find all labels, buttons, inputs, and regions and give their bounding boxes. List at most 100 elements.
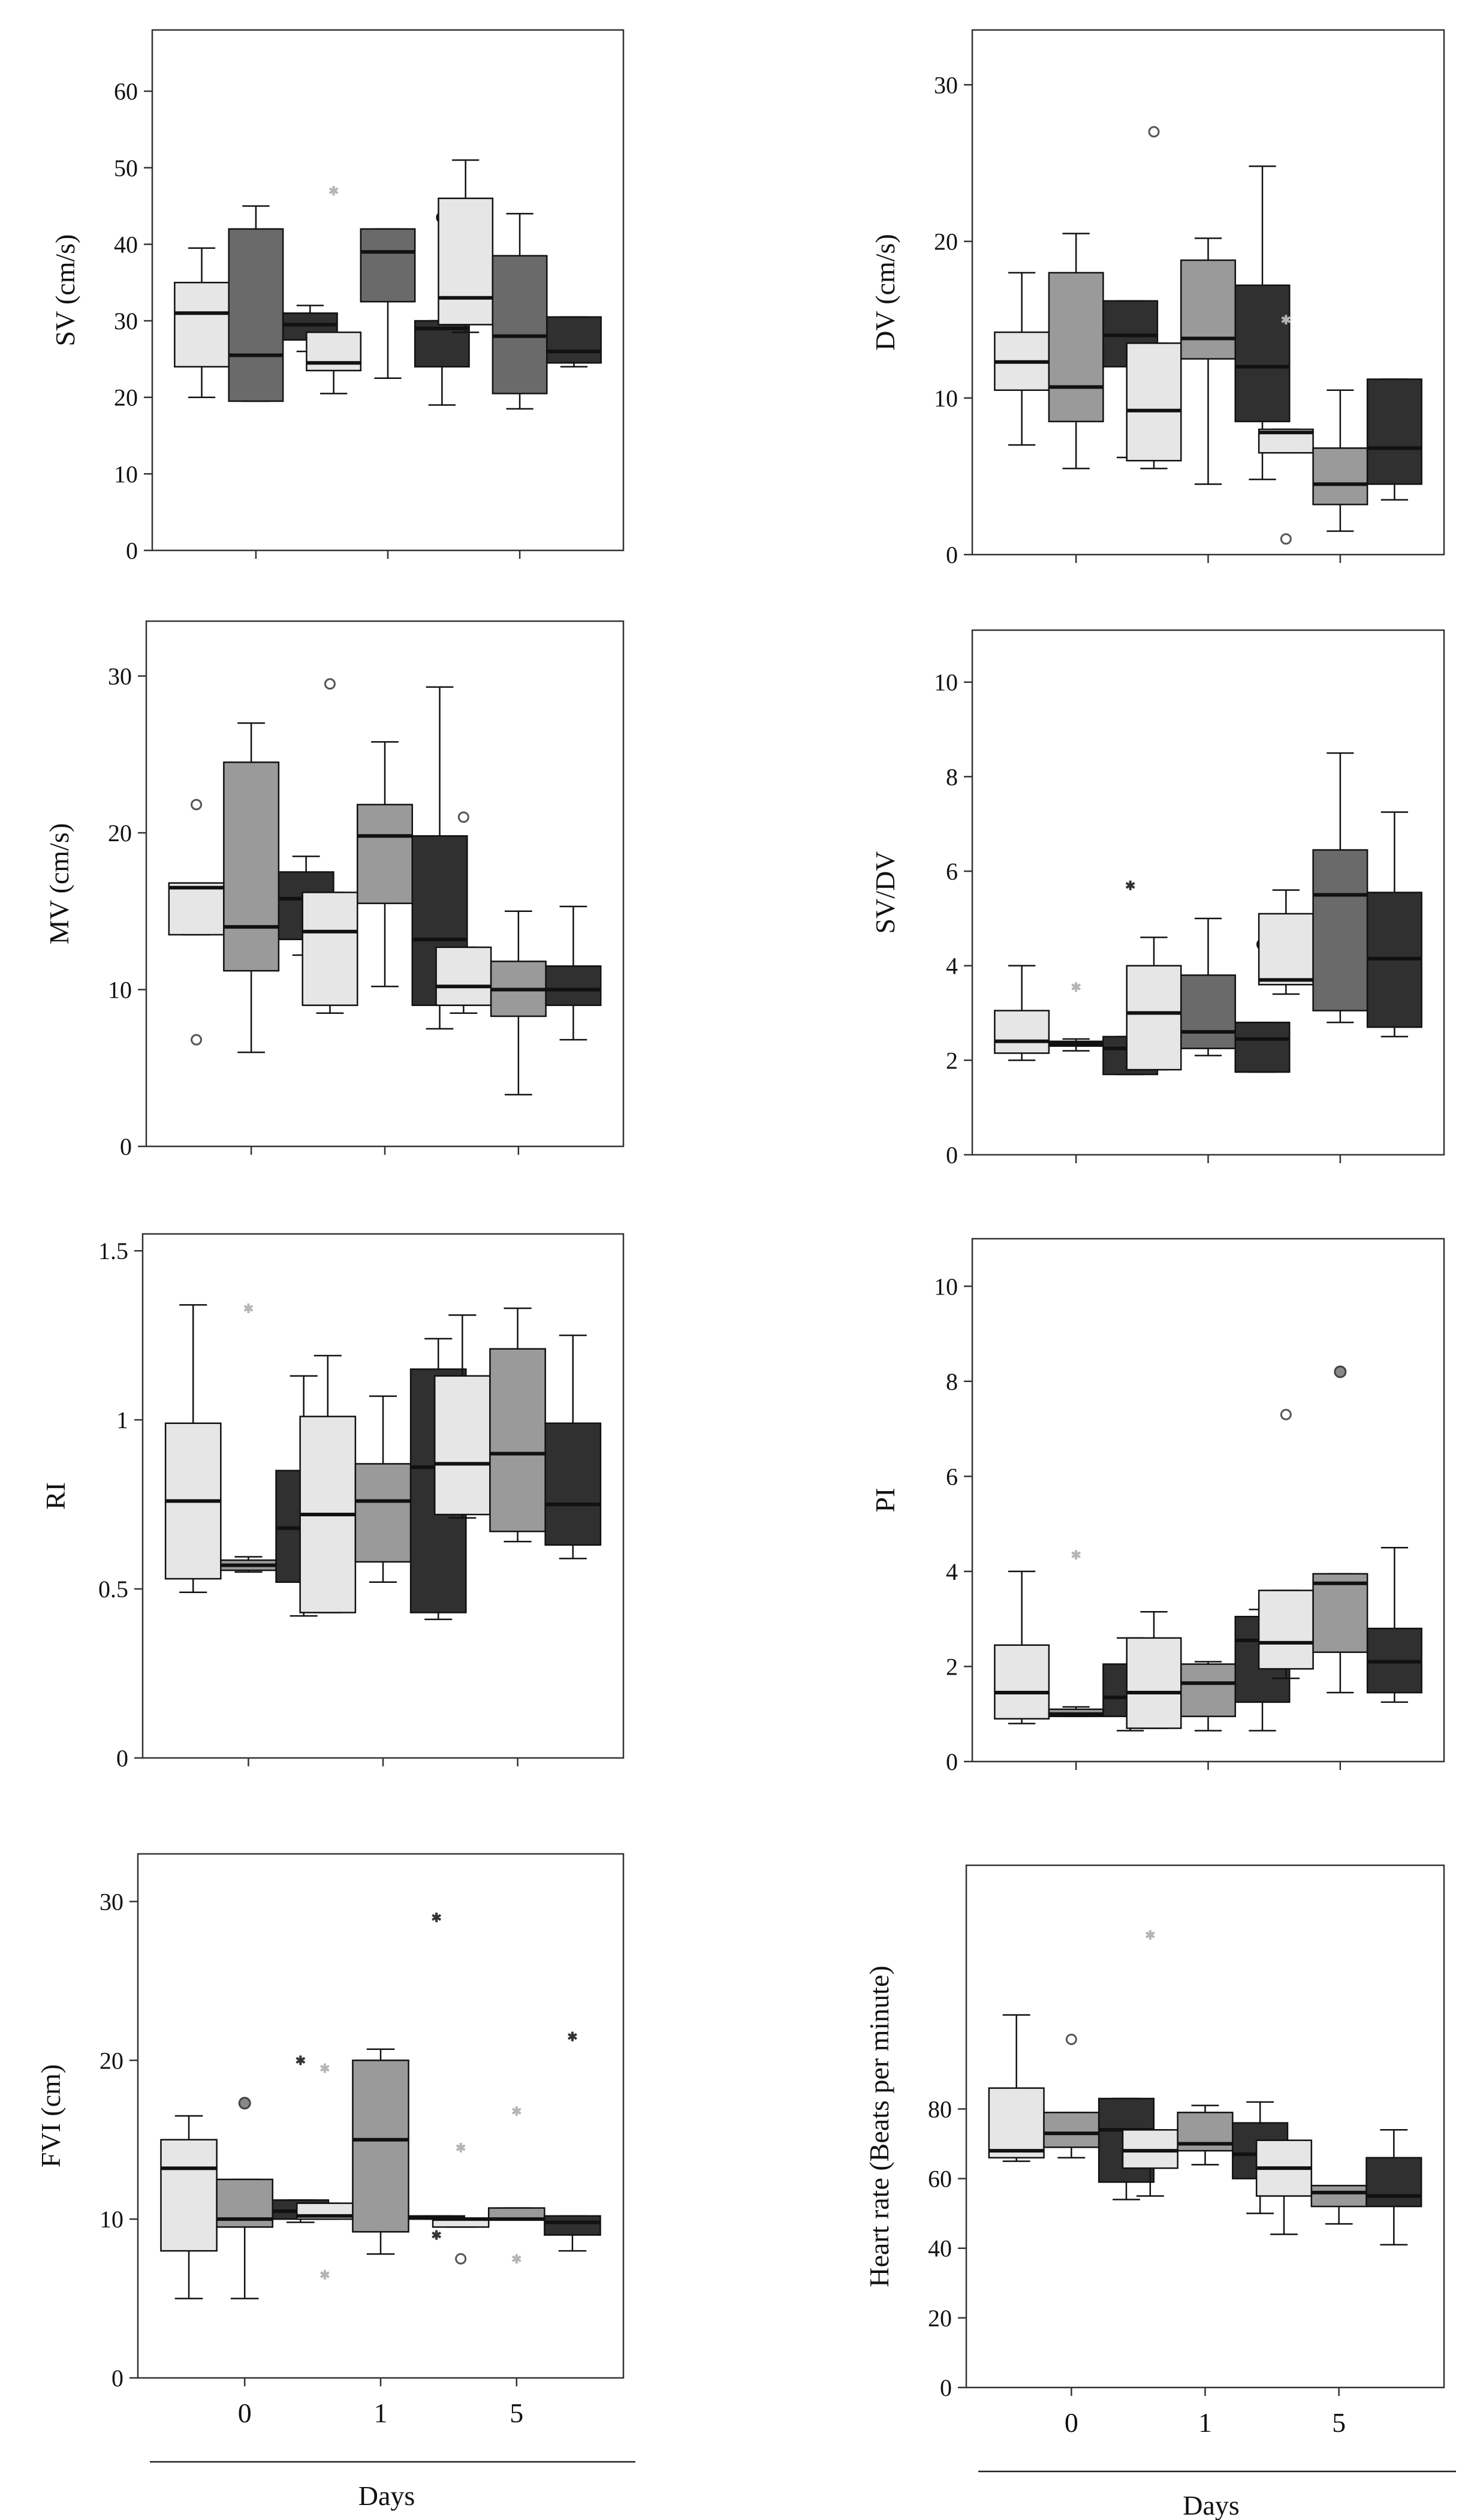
box-iqr <box>160 2139 218 2252</box>
y-tick-label: 10 <box>934 385 958 412</box>
outlier-star <box>1145 1930 1155 1940</box>
outlier-star <box>1071 982 1081 992</box>
box-iqr <box>545 965 602 1006</box>
y-axis-label: SV/DV <box>870 851 900 934</box>
y-tick-label: 1 <box>116 1407 128 1434</box>
box-day0-group1 <box>994 965 1050 1061</box>
box-day0-group1 <box>994 1570 1050 1724</box>
y-tick-label: 20 <box>114 384 138 411</box>
y-tick-label: 0 <box>946 541 958 568</box>
y-tick-label: 10 <box>934 1273 958 1300</box>
outlier-star <box>243 1303 254 1314</box>
y-tick-label: 0 <box>111 2365 123 2392</box>
box-day1-group1 <box>302 678 358 1014</box>
outlier-star <box>1071 1550 1081 1560</box>
y-tick-label: 0 <box>940 2374 952 2401</box>
box-day1-group2 <box>1180 237 1237 485</box>
box-day0-group1 <box>994 272 1050 446</box>
outlier-star <box>319 2063 330 2073</box>
box-iqr <box>354 1463 412 1563</box>
panel-fvi: 0 10 20 30 FVI (cm) 0 1 5 Days <box>35 1853 635 2511</box>
box-iqr <box>546 316 602 364</box>
x-axis-title: Days <box>358 2480 415 2511</box>
box-day0-group2 <box>1043 2033 1100 2159</box>
box-day1-group1 <box>1126 126 1182 469</box>
box-day5-group3 <box>544 1334 602 1559</box>
y-tick-label: 4 <box>946 1558 958 1585</box>
y-tick-label: 6 <box>946 1463 958 1490</box>
box-day0-group1 <box>164 1304 222 1593</box>
box-day0-group2 <box>223 722 280 1053</box>
y-axis-label: MV (cm/s) <box>44 823 74 944</box>
box-iqr <box>1126 1637 1182 1729</box>
box-iqr <box>988 2087 1045 2159</box>
outlier-circle <box>191 799 203 811</box>
panel-ri: 0 0.5 1 1.5 RI <box>40 1233 625 1772</box>
box-day0-group1 <box>160 2115 218 2299</box>
x-tick-label: 1 <box>374 2398 388 2428</box>
y-tick-label: 30 <box>934 71 958 98</box>
box-day0-group2 <box>220 1303 277 1573</box>
box-day1-group1 <box>306 186 362 395</box>
box-iqr <box>489 1348 546 1533</box>
y-axis-label: Heart rate (Beats per minute) <box>864 1965 894 2287</box>
y-tick-label: 80 <box>928 2096 952 2122</box>
y-tick-label: 0.5 <box>98 1576 128 1603</box>
outlier-star <box>511 2106 522 2116</box>
outlier-circle <box>1065 2033 1077 2045</box>
y-tick-label: 50 <box>114 155 138 182</box>
box-day1-group2 <box>1180 917 1237 1056</box>
y-tick-label: 40 <box>928 2235 952 2262</box>
box-iqr <box>1312 447 1368 505</box>
outlier-star <box>1281 315 1291 325</box>
box-day5-group2 <box>1312 1365 1368 1694</box>
box-iqr <box>544 2215 601 2236</box>
box-iqr <box>174 281 230 368</box>
box-day1-group2 <box>1180 1661 1237 1732</box>
box-iqr <box>1048 272 1104 423</box>
box-iqr <box>356 803 414 904</box>
y-tick-label: 1.5 <box>98 1238 128 1264</box>
box-iqr <box>302 892 358 1006</box>
box-iqr <box>1234 284 1291 423</box>
box-day5-group3 <box>1366 378 1422 501</box>
y-tick-label: 8 <box>946 1368 958 1395</box>
outlier-circle <box>324 678 336 690</box>
box-day0-group1 <box>168 799 225 1046</box>
x-axis-title: Days <box>1183 2490 1240 2520</box>
box-iqr <box>1180 1663 1237 1717</box>
y-tick-label: 20 <box>100 2047 123 2074</box>
y-axis-label: FVI (cm) <box>35 2064 66 2167</box>
x-tick-label: 0 <box>238 2398 252 2428</box>
box-day1-group1 <box>1122 1930 1178 2197</box>
box-day1-group2 <box>360 228 416 380</box>
box-day1-group2 <box>354 1395 412 1583</box>
box-day5-group3 <box>1365 2129 1422 2246</box>
y-tick-label: 10 <box>108 977 132 1004</box>
box-iqr <box>994 1010 1050 1054</box>
box-day5-group2 <box>1310 2184 1367 2225</box>
box-day5-group2 <box>1312 389 1368 532</box>
box-day5-group1 <box>435 811 492 1014</box>
outlier-circle <box>1148 126 1160 138</box>
outlier-circle <box>191 1034 203 1046</box>
box-day5-group3 <box>546 316 602 368</box>
y-tick-label: 8 <box>946 763 958 790</box>
box-day0-group2 <box>1048 982 1104 1052</box>
y-tick-label: 2 <box>946 1047 958 1074</box>
y-tick-label: 10 <box>934 669 958 696</box>
x-tick-label: 5 <box>1332 2407 1346 2438</box>
outlier-dot <box>238 2097 251 2110</box>
box-iqr <box>1258 913 1314 986</box>
y-tick-label: 30 <box>114 308 138 335</box>
y-axis-label: PI <box>870 1488 900 1513</box>
box-day1-group3 <box>1234 165 1291 480</box>
y-tick-label: 4 <box>946 953 958 980</box>
box-day1-group1 <box>1126 937 1182 1071</box>
box-iqr <box>492 255 548 395</box>
box-day5-group1 <box>1258 889 1314 995</box>
box-iqr <box>1312 1573 1368 1653</box>
outlier-star <box>511 2254 522 2264</box>
box-day5-group2 <box>487 2106 545 2264</box>
box-day0-group1 <box>988 2014 1045 2162</box>
